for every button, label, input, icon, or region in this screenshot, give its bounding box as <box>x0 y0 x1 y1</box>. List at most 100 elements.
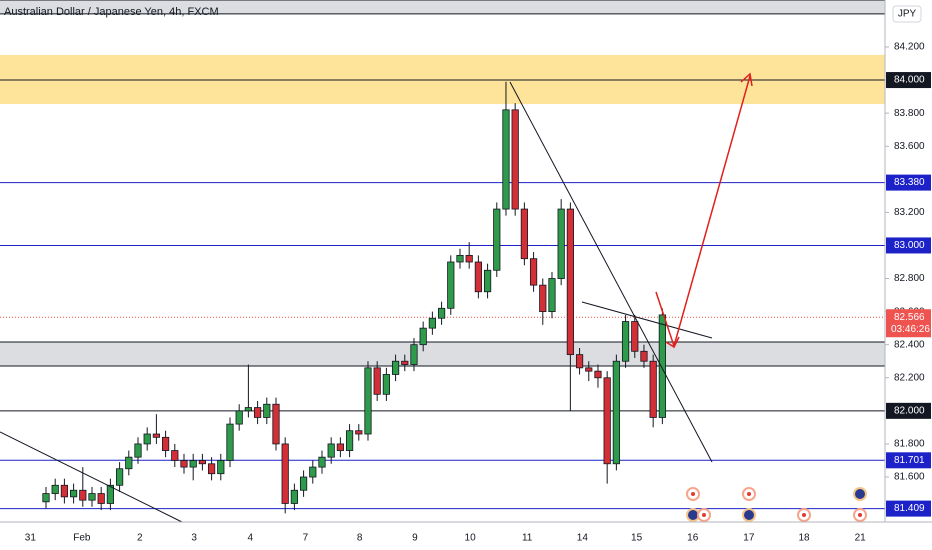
candle-body <box>640 350 648 362</box>
candle-body <box>428 317 436 329</box>
candle-body <box>171 450 179 461</box>
level-label-box <box>886 402 931 419</box>
level-label: 83.000 <box>894 240 925 251</box>
candle-body <box>152 433 160 438</box>
candle-body <box>272 403 280 445</box>
zone <box>0 342 885 367</box>
event-dot <box>802 513 806 517</box>
candle-body <box>465 254 473 263</box>
zone <box>0 0 885 14</box>
candle-body <box>631 321 639 352</box>
currency-box[interactable] <box>892 5 922 23</box>
level-label-box <box>886 452 931 469</box>
y-tick-label: 83.800 <box>894 108 925 119</box>
event-dot <box>691 492 695 496</box>
candle-body <box>511 109 519 210</box>
event-icon <box>853 487 867 501</box>
y-tick-label: 82.400 <box>894 339 925 350</box>
candle-body <box>474 261 482 293</box>
x-tick-label: 2 <box>137 533 143 544</box>
y-tick-label: 82.200 <box>894 372 925 383</box>
level-label-box <box>886 237 931 254</box>
candle-body <box>97 493 105 504</box>
candle-body <box>51 484 59 494</box>
x-tick-label: 14 <box>577 533 589 544</box>
candle-body <box>345 430 354 451</box>
event-dot <box>702 513 706 517</box>
x-tick-label: 21 <box>855 533 867 544</box>
zone <box>0 54 885 105</box>
level-label-box <box>886 174 931 191</box>
candle-body <box>456 254 464 263</box>
y-tick-label: 84.200 <box>894 42 925 53</box>
trend-line <box>0 431 183 523</box>
candle-body <box>557 208 565 279</box>
level-label: 84.000 <box>894 75 925 86</box>
event-icon <box>742 508 756 522</box>
y-tick-label: 83.600 <box>894 141 925 152</box>
candle-body <box>134 443 142 458</box>
last-price-label: 82.566 <box>894 312 925 323</box>
candle-body <box>263 403 271 418</box>
candle-body <box>437 307 446 319</box>
level-label: 81.701 <box>894 455 925 466</box>
y-tick-label: 83.200 <box>894 207 925 218</box>
level-label-box <box>886 500 931 517</box>
x-tick-label: 31 <box>25 533 37 544</box>
candle-body <box>382 374 390 395</box>
candle-body <box>198 460 206 465</box>
candle-body <box>566 208 574 356</box>
candle-body <box>327 443 335 458</box>
trend-line <box>581 301 713 339</box>
candle-body <box>207 463 216 475</box>
y-tick-label: 81.800 <box>894 439 925 450</box>
candle-body <box>594 370 602 379</box>
candle-body <box>244 407 252 412</box>
candle-body <box>401 360 409 365</box>
candle-body <box>483 269 492 293</box>
candle-body <box>106 484 114 504</box>
event-dot <box>858 513 862 517</box>
x-tick-label: 18 <box>798 533 810 544</box>
candle-body <box>226 423 234 461</box>
arrow-head <box>740 72 753 87</box>
candle-body <box>539 284 547 313</box>
x-tick-label: 11 <box>522 533 533 544</box>
drawings <box>0 72 753 523</box>
level-label: 83.380 <box>894 177 925 188</box>
x-tick-label: Feb <box>73 533 91 544</box>
candle-body <box>69 489 78 498</box>
level-label: 81.409 <box>894 503 925 514</box>
candle-body <box>612 360 620 465</box>
x-tick-label: 3 <box>191 533 197 544</box>
arrow-head <box>665 336 680 349</box>
candle-body <box>410 344 418 365</box>
economic-events <box>686 487 867 522</box>
candle-body <box>281 443 289 504</box>
countdown: 03:46:26 <box>891 324 930 335</box>
candle-body <box>115 468 124 486</box>
candle-body <box>189 460 197 468</box>
candle-body <box>391 360 400 375</box>
candle-body <box>161 436 170 451</box>
candle-body <box>621 321 630 362</box>
currency[interactable]: JPY <box>898 9 917 20</box>
candle-body <box>253 407 262 418</box>
candle-body <box>125 456 133 470</box>
candle-body <box>299 476 308 491</box>
candle-body <box>79 489 87 501</box>
x-tick-label: 9 <box>412 533 418 544</box>
candle-body <box>42 493 50 503</box>
level-label-box <box>886 72 931 89</box>
candle-body <box>336 443 344 451</box>
candle-body <box>180 460 188 468</box>
y-tick-label: 81.600 <box>894 472 925 483</box>
candle-body <box>88 493 96 501</box>
level-label: 82.000 <box>894 405 925 416</box>
candle-body <box>520 208 528 260</box>
last-price-box <box>886 309 931 338</box>
candle-body <box>603 377 611 465</box>
candle-body <box>143 433 151 445</box>
candle-body <box>364 367 372 435</box>
x-tick-label: 17 <box>743 533 755 544</box>
